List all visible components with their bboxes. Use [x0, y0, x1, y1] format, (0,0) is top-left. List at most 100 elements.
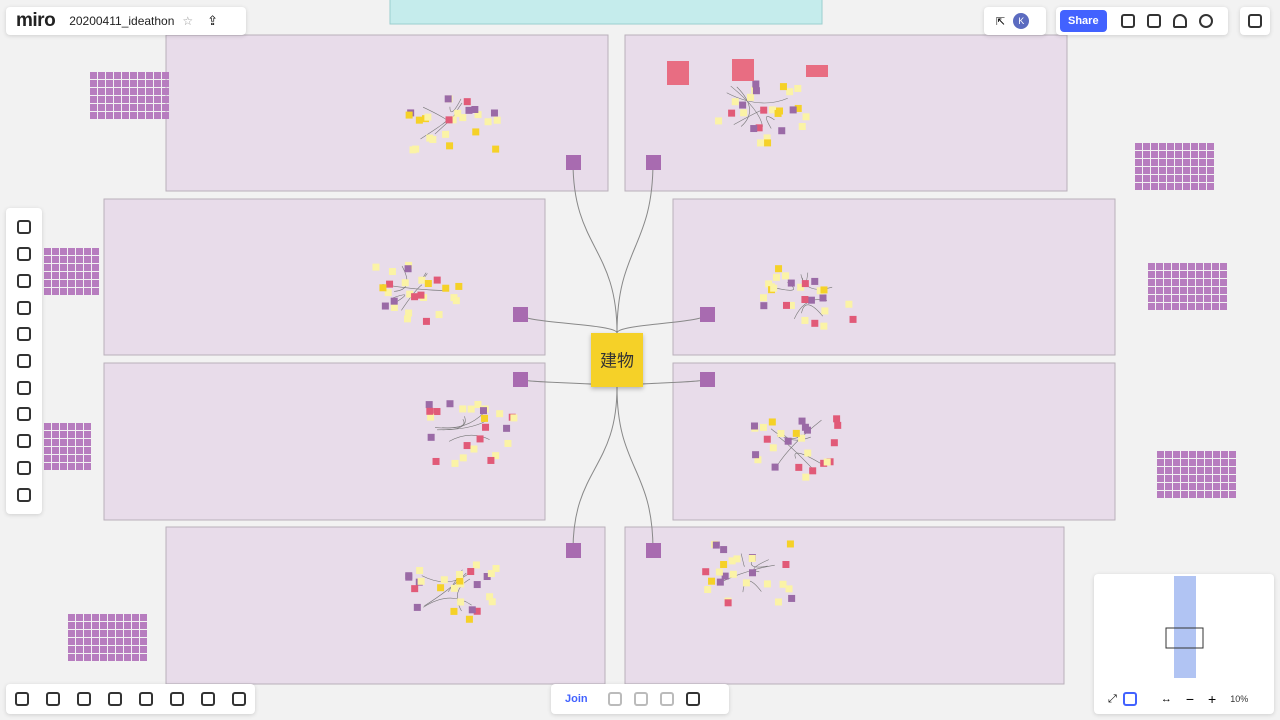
- learn-icon[interactable]: [1146, 14, 1161, 28]
- purple-note: [92, 272, 99, 279]
- settings-icon[interactable]: [1120, 14, 1135, 28]
- tool-icon[interactable]: [17, 273, 31, 288]
- map-icon[interactable]: [1122, 692, 1137, 706]
- purple-note: [1197, 451, 1204, 458]
- purple-note: [1173, 459, 1180, 466]
- people-icon[interactable]: [685, 692, 700, 706]
- mini-note: [481, 414, 489, 422]
- purple-note: [68, 455, 75, 462]
- mini-link: [776, 419, 822, 467]
- purple-note: [76, 272, 83, 279]
- mini-note: [787, 301, 795, 309]
- mini-note: [823, 458, 831, 466]
- purple-note: [1196, 295, 1203, 302]
- purple-note: [44, 256, 51, 263]
- tool-icon[interactable]: [107, 692, 122, 706]
- purple-note: [52, 288, 59, 295]
- board-title[interactable]: 20200411_ideathon: [69, 14, 175, 28]
- tool-icon[interactable]: [17, 434, 31, 449]
- purple-note: [76, 447, 83, 454]
- cursor-icon[interactable]: ⇱: [996, 15, 1006, 28]
- purple-note: [1221, 451, 1228, 458]
- purple-note: [100, 614, 107, 621]
- purple-note: [1173, 467, 1180, 474]
- purple-note: [1188, 295, 1195, 302]
- tool-icon[interactable]: [201, 692, 216, 706]
- purple-note: [100, 630, 107, 637]
- bell-icon[interactable]: [1172, 14, 1187, 28]
- tool-icon[interactable]: [17, 407, 31, 422]
- purple-note: [1135, 143, 1142, 150]
- purple-note: [1188, 271, 1195, 278]
- tool-icon[interactable]: [17, 487, 31, 502]
- purple-note: [1172, 279, 1179, 286]
- purple-note: [44, 431, 51, 438]
- purple-note: [130, 112, 137, 119]
- purple-note: [162, 112, 169, 119]
- mini-note: [804, 449, 812, 457]
- join-button[interactable]: Join: [565, 693, 588, 705]
- notes-icon[interactable]: [1248, 14, 1262, 28]
- fit-width-icon[interactable]: ↔: [1160, 693, 1172, 705]
- purple-note: [154, 104, 161, 111]
- tool-icon[interactable]: [17, 247, 31, 262]
- tool-icon[interactable]: [170, 692, 185, 706]
- tool-icon[interactable]: [17, 460, 31, 475]
- purple-note: [1191, 183, 1198, 190]
- purple-note: [154, 80, 161, 87]
- purple-note: [68, 272, 75, 279]
- purple-note: [1212, 263, 1219, 270]
- mini-note: [721, 572, 729, 580]
- logo[interactable]: miro: [16, 10, 56, 31]
- screen-icon[interactable]: [659, 692, 674, 706]
- mini-note: [770, 284, 778, 292]
- purple-note: [84, 439, 91, 446]
- tool-icon[interactable]: [45, 692, 60, 706]
- purple-note: [100, 646, 107, 653]
- mini-note: [472, 128, 480, 136]
- avatar[interactable]: K: [1013, 13, 1030, 29]
- share-button[interactable]: Share: [1060, 10, 1107, 32]
- purple-note: [92, 654, 99, 661]
- purple-note: [1191, 167, 1198, 174]
- mini-note: [450, 607, 458, 615]
- purple-note: [60, 455, 67, 462]
- star-icon[interactable]: ☆: [182, 14, 194, 28]
- purple-note: [114, 72, 121, 79]
- tool-icon[interactable]: [14, 692, 29, 706]
- export-icon[interactable]: ⇪: [207, 13, 219, 28]
- purple-note: [76, 622, 83, 629]
- center-note[interactable]: [591, 333, 643, 387]
- purple-note: [1148, 271, 1155, 278]
- purple-note: [1135, 151, 1142, 158]
- tool-icon[interactable]: [17, 327, 31, 342]
- mic-icon[interactable]: [607, 692, 622, 706]
- mini-note: [384, 289, 392, 297]
- tool-icon[interactable]: [17, 300, 31, 315]
- camera-icon[interactable]: [633, 692, 648, 706]
- zoom-out[interactable]: −: [1185, 691, 1194, 707]
- tool-icon[interactable]: [139, 692, 154, 706]
- purple-note: [124, 622, 131, 629]
- tool-icon[interactable]: [232, 692, 247, 706]
- mini-note: [451, 459, 459, 467]
- search-icon[interactable]: [1198, 14, 1213, 28]
- tool-icon[interactable]: [17, 380, 31, 395]
- purple-note: [1165, 491, 1172, 498]
- purple-note: [1229, 459, 1236, 466]
- purple-note: [1207, 143, 1214, 150]
- purple-note: [76, 463, 83, 470]
- purple-note: [1188, 287, 1195, 294]
- purple-note: [52, 463, 59, 470]
- zoom-in[interactable]: +: [1208, 691, 1217, 707]
- fit-icon[interactable]: ⤢: [1108, 692, 1117, 705]
- tool-icon[interactable]: [17, 220, 31, 235]
- tool-icon[interactable]: [17, 353, 31, 368]
- mini-note: [792, 429, 800, 437]
- purple-note: [108, 622, 115, 629]
- mini-note: [776, 107, 784, 115]
- mini-note: [821, 307, 829, 315]
- purple-note: [1207, 167, 1214, 174]
- tool-icon[interactable]: [76, 692, 91, 706]
- purple-note: [44, 280, 51, 287]
